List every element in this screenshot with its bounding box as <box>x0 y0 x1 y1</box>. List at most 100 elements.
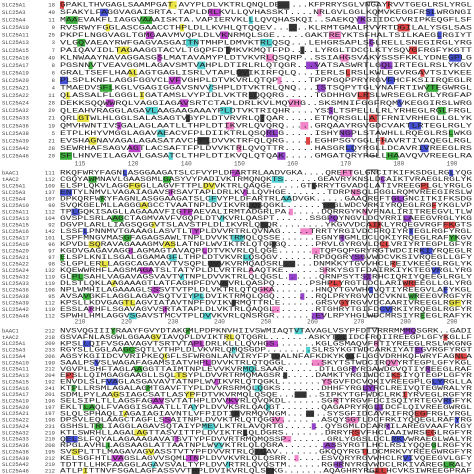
residue-highlight <box>197 61 206 70</box>
sequence-name: SLC25A10 <box>2 359 29 366</box>
residue-highlight <box>317 8 322 17</box>
sequence-start: 197 <box>45 404 55 411</box>
residue-highlight <box>254 448 267 456</box>
residue-highlight <box>60 152 72 160</box>
sequence-start: 219 <box>45 429 55 436</box>
column-box <box>366 327 379 473</box>
residue-highlight <box>180 99 189 107</box>
residue-highlight <box>311 312 324 320</box>
residue-highlight <box>420 247 433 255</box>
residue-highlight <box>100 8 109 17</box>
residue-highlight <box>443 286 448 294</box>
residue-highlight <box>220 31 229 39</box>
residue-highlight <box>168 189 173 196</box>
residue-highlight <box>145 106 158 115</box>
residue-highlight <box>288 99 301 107</box>
sequence: ETPLKHYVMGGLAGAVAEACVFPLDIIKTRLQSQRLG...… <box>60 130 472 137</box>
sequence-start: 29 <box>48 107 55 114</box>
residue-highlight <box>208 260 221 268</box>
sequence-start: 112 <box>45 176 55 183</box>
residue-highlight <box>163 176 171 183</box>
sequence-start: 112 <box>45 312 55 319</box>
sequence-start: 9 <box>52 24 55 31</box>
residue-highlight <box>306 137 311 145</box>
residue-highlight <box>191 293 204 300</box>
residue-highlight <box>185 455 198 462</box>
residue-highlight <box>214 378 219 386</box>
position-ruler-label: 120 <box>128 161 139 168</box>
residue-highlight <box>111 327 116 335</box>
residue-highlight <box>145 31 154 39</box>
position-ruler-label: 140 <box>181 161 192 168</box>
residue-highlight <box>140 16 153 24</box>
residue-highlight <box>300 293 305 300</box>
residue-highlight <box>220 280 229 287</box>
sequence: PKPFLNGGVAGLTGMGAAVMVQPLDLVKNRMQLSGE....… <box>60 32 472 39</box>
residue-highlight <box>300 46 305 55</box>
residue-highlight <box>346 69 351 77</box>
residue-highlight <box>168 152 173 160</box>
residue-highlight <box>340 169 353 177</box>
sequence: SLQLSPHAQLIAGAIAGIAVNTLVFPIDTIRVRMQVNGM.… <box>60 410 472 417</box>
sequence-start: 28 <box>48 100 55 107</box>
residue-highlight <box>380 137 385 145</box>
sequence: LSPFMNGVMASGFAGAGSAWLTNPLDVVKTRMQLQSSE..… <box>60 235 472 242</box>
residue-highlight <box>409 228 414 235</box>
sequence-name: SLC25A38 <box>2 130 29 137</box>
sequence-name: SLC25A42 <box>2 306 29 313</box>
position-ruler-label: 280 <box>400 319 411 326</box>
sequence-name: SLC25A36 <box>2 442 29 449</box>
residue-highlight <box>420 312 425 320</box>
residue-highlight <box>311 182 316 190</box>
residue-highlight <box>426 8 435 17</box>
residue-highlight <box>260 38 273 47</box>
residue-highlight <box>380 241 389 248</box>
residue-highlight <box>94 423 103 430</box>
residue-highlight <box>271 416 284 424</box>
residue-highlight <box>111 280 116 287</box>
sequence: TMAEDVSFLKGLVGAGIGGAVSNVVSHPLDTVKTRLQNQ.… <box>60 85 472 92</box>
residue-highlight <box>334 461 343 468</box>
residue-highlight <box>225 334 234 341</box>
sequence-name: tAAC2 <box>2 334 19 341</box>
residue-highlight <box>191 340 204 347</box>
sequence-start: 104 <box>45 215 56 222</box>
position-ruler-label: 160 <box>287 161 298 168</box>
residue-highlight <box>386 152 399 160</box>
residue-highlight <box>426 429 435 436</box>
sequence-start: 241 <box>45 385 56 392</box>
sequence-start: 110 <box>45 280 56 287</box>
sequence: QMVHWNTIVSGALAGLAATLLTHPLDTIKVRLQVQRQ...… <box>60 122 472 129</box>
residue-highlight <box>403 327 416 335</box>
sequence: GSVAFNLASGWLGGAAGVIAVQPLDVIKTRLQTQGRL...… <box>60 334 472 341</box>
residue-highlight <box>374 404 383 411</box>
residue-highlight <box>65 436 78 443</box>
residue-highlight <box>134 366 143 373</box>
sequence-start: 142 <box>45 228 55 235</box>
residue-highlight <box>128 312 137 320</box>
sequence: LSSFLPNNMVTGAAAGLASVTLTYPLDVVRTRLQVNAG..… <box>60 228 472 235</box>
residue-highlight <box>151 397 164 405</box>
sequence: CGQYAWMNAVLGAASGMLGASYVYPADIVKTRMQNQKTS.… <box>60 176 472 183</box>
residue-highlight <box>266 404 270 411</box>
residue-highlight <box>122 169 127 177</box>
sequence-name: SLC25A13 <box>2 372 29 379</box>
residue-highlight <box>248 91 257 100</box>
residue-highlight <box>237 144 242 153</box>
sequence: GSHSLTRLIAGGLAGAVSQTAIYPMEVLKTRLAVQRTG..… <box>60 423 472 430</box>
residue-highlight <box>449 234 458 242</box>
position-ruler-label: 260 <box>307 319 318 326</box>
residue-highlight <box>254 385 263 392</box>
sequence-start: 97 <box>48 247 55 254</box>
sequence: ENVDLSLFVAGLASGAVAVTATNPLWVIKVRLQTQGKL..… <box>60 379 472 386</box>
residue-highlight <box>180 23 185 32</box>
sequence-start: 212 <box>45 327 55 334</box>
residue-highlight <box>248 267 253 274</box>
residue-highlight <box>420 69 425 77</box>
residue-highlight <box>449 54 462 62</box>
sequence-start: 20 <box>48 152 55 159</box>
sequence: KPVDLSQRAVAGAAAGMVASLATNPLWVIKTRLQTQPGQ.… <box>60 241 472 248</box>
sequence-name: SLC25A3 <box>2 9 26 16</box>
sequence-name: SLC25A24 <box>2 267 29 274</box>
sequence-name: SLC25A19 <box>2 241 29 248</box>
